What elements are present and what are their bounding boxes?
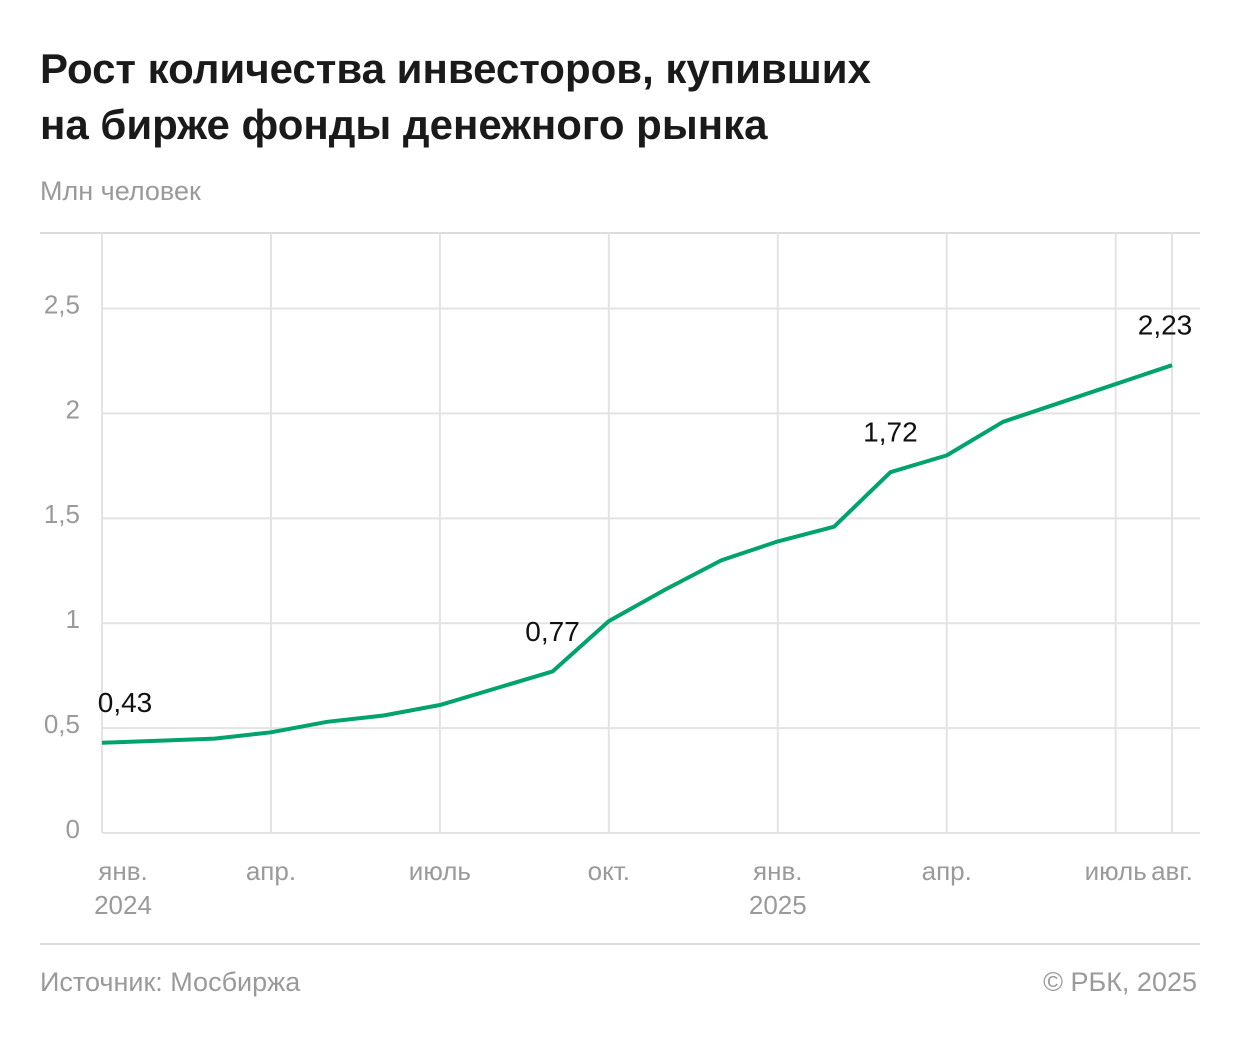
x-tick-label: апр.: [246, 856, 296, 886]
chart-subtitle: Млн человек: [40, 176, 201, 206]
y-tick-label: 2: [66, 394, 80, 424]
data-line: [101, 363, 1173, 745]
value-label: 2,23: [1138, 310, 1193, 341]
x-tick-label: апр.: [922, 856, 972, 886]
y-tick-label: 1,5: [44, 499, 80, 529]
x-tick-label: авг.: [1151, 856, 1193, 886]
value-label: 1,72: [863, 417, 918, 448]
source: Источник: Мосбиржа: [40, 967, 301, 997]
y-tick-label: 1: [66, 604, 80, 634]
value-label: 0,77: [525, 616, 580, 647]
x-tick-label: июль: [409, 856, 471, 886]
x-tick-label: янв. 2025: [749, 856, 807, 920]
x-tick-label: июль: [1085, 856, 1147, 886]
credit: © РБК, 2025: [1043, 967, 1197, 997]
y-tick-label: 2,5: [44, 289, 80, 319]
y-tick-label: 0,5: [44, 709, 80, 739]
x-tick-label: янв. 2024: [94, 856, 152, 920]
chart-title: Рост количества инвесторов, купивших: [40, 45, 872, 92]
chart-title: на бирже фонды денежного рынка: [40, 101, 768, 148]
x-tick-label: окт.: [588, 856, 630, 886]
value-label: 0,43: [98, 687, 153, 718]
y-tick-label: 0: [66, 814, 80, 844]
